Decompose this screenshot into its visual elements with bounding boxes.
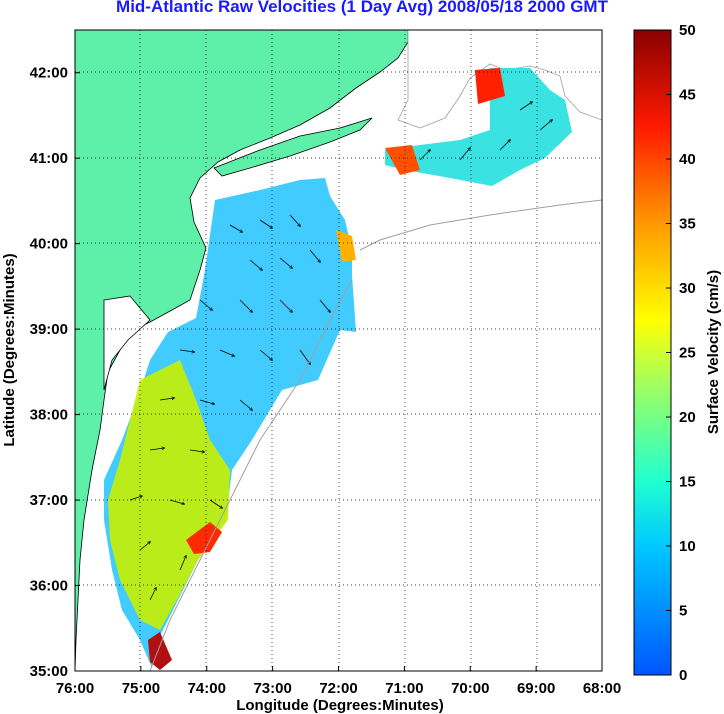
colorbar-tick-label: 20	[679, 409, 696, 426]
y-tick-label: 36:00	[30, 578, 68, 595]
x-tick-label: 69:00	[517, 680, 555, 697]
y-tick-label: 41:00	[30, 150, 68, 167]
x-tick-label: 76:00	[56, 680, 94, 697]
colorbar-ticks: 0 5 10 15 20 25 30 35 40 45 50	[666, 22, 696, 684]
y-tick-label: 39:00	[30, 321, 68, 338]
velocity-field-new-england	[385, 68, 572, 186]
colorbar-tick-label: 45	[679, 87, 696, 104]
x-tick-label: 71:00	[385, 680, 423, 697]
colorbar-tick-label: 0	[679, 667, 687, 684]
x-tick-label: 68:00	[583, 680, 621, 697]
colorbar-label: Surface Velocity (cm/s)	[705, 270, 722, 434]
colorbar-tick-label: 5	[679, 603, 687, 620]
x-axis-label: Longitude (Degrees:Minutes)	[236, 697, 444, 714]
colorbar-tick-label: 10	[679, 538, 696, 555]
map-title: Mid-Atlantic Raw Velocities (1 Day Avg) …	[116, 0, 608, 16]
colorbar-tick-label: 50	[679, 22, 696, 39]
x-tick-label: 73:00	[253, 680, 291, 697]
x-tick-label: 72:00	[319, 680, 357, 697]
land-long-island	[213, 117, 373, 177]
colorbar-tick-label: 40	[679, 151, 696, 168]
x-tick-label: 70:00	[451, 680, 489, 697]
bathymetry-contours	[149, 199, 602, 671]
y-tick-label: 42:00	[30, 65, 68, 82]
velocity-hotspot-nantucket	[475, 68, 505, 104]
y-axis-ticks: 35:00 36:00 37:00 38:00 39:00 40:00 41:00 42:00	[30, 65, 80, 680]
x-tick-label: 75:00	[122, 680, 160, 697]
y-tick-label: 37:00	[30, 492, 68, 509]
map-grid	[75, 30, 602, 671]
colorbar-tick-label: 30	[679, 280, 696, 297]
colorbar-tick-label: 25	[679, 345, 696, 362]
velocity-hotspot-cape-hatteras	[186, 522, 222, 554]
y-tick-label: 38:00	[30, 407, 68, 424]
colorbar-tick-label: 15	[679, 474, 696, 491]
x-tick-label: 74:00	[188, 680, 226, 697]
colorbar-tick-label: 35	[679, 216, 696, 233]
velocity-hotspot-block-island	[385, 145, 420, 175]
velocity-hotspot-shelf-edge	[336, 230, 356, 262]
x-axis-ticks: 76:00 75:00 74:00 73:00 72:00 71:00 70:00 69:00…	[56, 666, 621, 697]
land-mainland	[75, 30, 409, 671]
y-tick-label: 40:00	[30, 236, 68, 253]
colorbar	[633, 29, 672, 676]
y-axis-label: Latitude (Degrees:Minutes)	[1, 253, 18, 446]
velocity-field-south	[108, 360, 230, 630]
y-tick-label: 35:00	[30, 663, 68, 680]
land-delmarva	[103, 295, 151, 391]
velocity-vectors	[129, 102, 552, 601]
